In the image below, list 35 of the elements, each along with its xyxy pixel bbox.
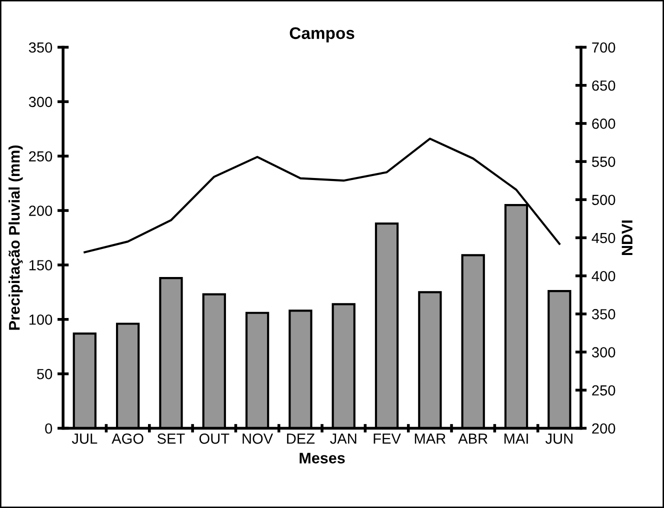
y2-tick-label: 450 xyxy=(592,232,616,244)
x-axis-title: Meses xyxy=(300,452,345,464)
chart-title: Campos xyxy=(290,27,354,42)
y-tick-label: 100 xyxy=(29,314,52,325)
x-tick-label: SET xyxy=(157,433,185,444)
y2-tick-label: 550 xyxy=(592,156,616,167)
y-tick-label: 150 xyxy=(29,260,52,270)
y-tick-label: 250 xyxy=(29,151,52,162)
x-tick-label: NOV xyxy=(242,433,274,444)
x-tick-label: FEV xyxy=(374,434,401,444)
y2-tick-label: 650 xyxy=(592,80,616,91)
y2-tick-label: 700 xyxy=(592,42,616,53)
y2-tick-label: 400 xyxy=(592,270,616,282)
y2-axis-title: NDVI xyxy=(622,220,632,255)
x-tick-label: JUL xyxy=(72,434,98,444)
x-tick-label: OUT xyxy=(199,433,230,444)
x-tick-label: JUN xyxy=(545,434,572,444)
x-tick-label: MAR xyxy=(414,434,446,444)
y2-tick-label: 500 xyxy=(592,194,616,206)
x-tick-label: JAN xyxy=(330,434,356,444)
y-tick-label: 350 xyxy=(28,42,52,53)
x-tick-label: ABR xyxy=(458,434,488,444)
y-tick-label: 300 xyxy=(28,96,52,108)
y2-tick-label: 200 xyxy=(592,423,616,434)
y-axis-title: Precipitação Pluvial (mm) xyxy=(8,146,23,330)
y2-tick-label: 600 xyxy=(592,118,616,129)
y2-tick-label: 300 xyxy=(592,347,616,358)
x-tick-label: DEZ xyxy=(287,434,315,444)
y2-tick-label: 350 xyxy=(592,309,616,320)
y-tick-label: 50 xyxy=(37,368,52,380)
y-tick-label: 0 xyxy=(45,423,52,434)
y2-tick-label: 250 xyxy=(592,385,616,396)
x-tick-label: AGO xyxy=(112,433,144,444)
x-tick-label: MAI xyxy=(504,434,528,444)
y-tick-label: 200 xyxy=(29,206,52,216)
